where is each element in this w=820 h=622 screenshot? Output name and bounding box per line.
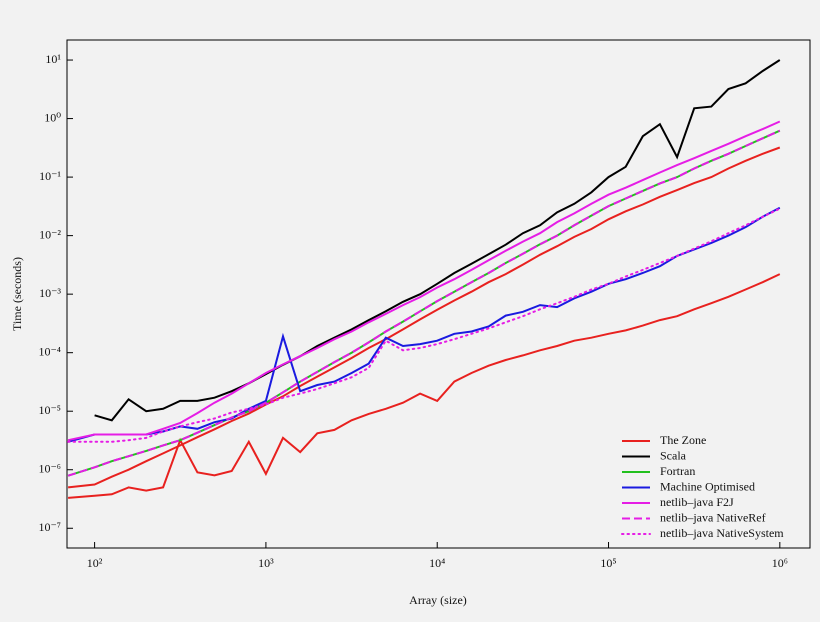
y-tick-label: 10⁻⁵ bbox=[38, 403, 61, 417]
y-tick-label: 10⁻³ bbox=[39, 286, 61, 300]
series-line bbox=[67, 206, 781, 443]
series-line bbox=[94, 59, 781, 422]
series-line bbox=[67, 146, 781, 489]
x-tick-label: 10⁶ bbox=[772, 556, 788, 570]
y-tick-label: 10¹ bbox=[45, 52, 61, 66]
y-tick-label: 10⁻⁶ bbox=[38, 461, 61, 475]
legend-label: The Zone bbox=[660, 433, 706, 447]
x-axis-label: Array (size) bbox=[409, 593, 467, 607]
legend-label: netlib–java NativeRef bbox=[660, 510, 766, 524]
series-line bbox=[68, 273, 781, 499]
series-line bbox=[67, 129, 781, 477]
y-tick-label: 10⁻² bbox=[39, 227, 61, 241]
legend-label: Fortran bbox=[660, 464, 695, 478]
legend-label: Scala bbox=[660, 448, 687, 462]
x-tick-label: 10⁴ bbox=[429, 556, 445, 570]
x-tick-label: 10⁵ bbox=[600, 556, 616, 570]
y-tick-label: 10⁻⁴ bbox=[38, 344, 61, 358]
plot-frame bbox=[66, 39, 811, 549]
y-tick-label: 10⁻¹ bbox=[39, 169, 61, 183]
legend-label: netlib–java F2J bbox=[660, 495, 734, 509]
series-line bbox=[67, 120, 781, 442]
y-tick-label: 10⁻⁷ bbox=[38, 520, 61, 534]
legend-label: netlib–java NativeSystem bbox=[660, 526, 784, 540]
legend-label: Machine Optimised bbox=[660, 479, 755, 493]
y-axis-label: Time (seconds) bbox=[10, 257, 24, 331]
x-tick-label: 10² bbox=[87, 556, 103, 570]
x-tick-label: 10³ bbox=[258, 556, 274, 570]
y-tick-label: 10⁰ bbox=[44, 110, 61, 124]
series-line bbox=[67, 207, 781, 443]
